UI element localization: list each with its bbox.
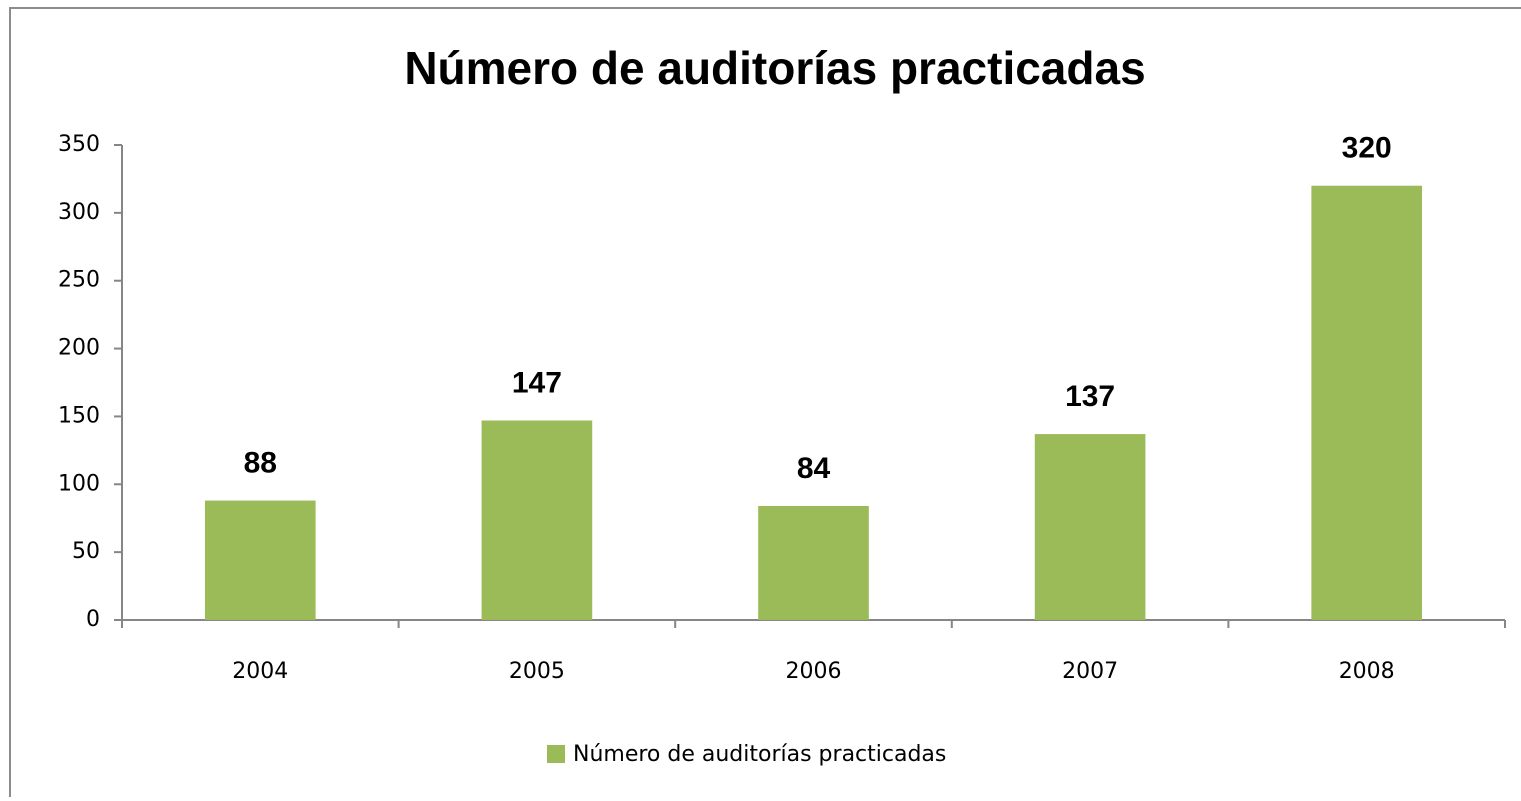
bar	[1311, 185, 1423, 620]
chart-frame	[9, 7, 1521, 801]
data-label: 147	[512, 366, 562, 399]
y-tick-label: 0	[86, 607, 100, 632]
x-tick-label: 2006	[786, 659, 842, 684]
bar	[1034, 434, 1146, 620]
y-tick-label: 50	[72, 539, 100, 564]
y-tick-label: 150	[58, 403, 100, 428]
legend-label: Número de auditorías practicadas	[573, 742, 946, 767]
legend-swatch	[547, 745, 565, 763]
data-label: 137	[1065, 380, 1115, 413]
y-tick-label: 350	[58, 132, 100, 157]
y-tick-label: 100	[58, 471, 100, 496]
y-tick-label: 250	[58, 268, 100, 293]
x-tick-label: 2004	[232, 659, 288, 684]
y-tick-label: 200	[58, 336, 100, 361]
bar	[481, 420, 593, 620]
bar	[204, 500, 316, 620]
x-tick-label: 2008	[1339, 659, 1395, 684]
data-label: 88	[244, 446, 277, 479]
x-tick-label: 2007	[1062, 659, 1118, 684]
bar	[758, 506, 869, 620]
data-label: 84	[797, 452, 831, 485]
chart-title: Número de auditorías practicadas	[404, 42, 1145, 94]
data-label: 320	[1342, 132, 1392, 165]
x-tick-label: 2005	[509, 659, 565, 684]
y-tick-label: 300	[58, 200, 100, 225]
